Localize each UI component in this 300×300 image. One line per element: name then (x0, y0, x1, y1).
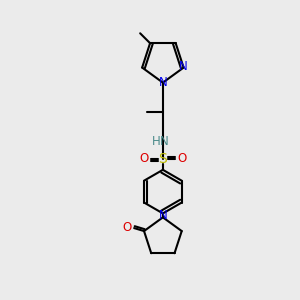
Text: O: O (177, 152, 186, 165)
Text: N: N (158, 76, 167, 89)
Text: N: N (160, 135, 168, 148)
Text: S: S (158, 152, 167, 166)
Text: N: N (158, 209, 167, 222)
Text: N: N (179, 60, 188, 73)
Text: O: O (123, 220, 132, 234)
Text: O: O (140, 152, 149, 165)
Text: H: H (152, 135, 160, 148)
